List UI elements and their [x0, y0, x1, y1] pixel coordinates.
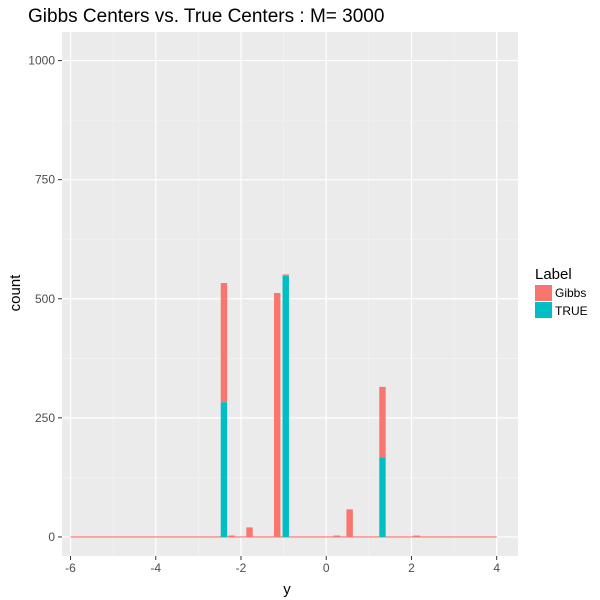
bar-gibbs [228, 535, 235, 537]
y-tick-label: 1000 [28, 54, 55, 68]
x-tick-label: 4 [493, 561, 500, 575]
legend-key-gibbs [535, 285, 552, 301]
x-tick-label: 2 [408, 561, 415, 575]
y-tick-label: 500 [35, 292, 55, 306]
bar-gibbs [379, 386, 386, 458]
legend-label-true: TRUE [555, 304, 588, 318]
y-tick-label: 250 [35, 411, 55, 425]
bars [70, 274, 497, 538]
x-tick-label: 0 [323, 561, 330, 575]
plot-panel [62, 32, 518, 556]
bar-gibbs [333, 535, 341, 537]
x-axis-title: y [283, 581, 291, 598]
bar-gibbs [220, 283, 228, 403]
bar-gibbs [346, 509, 353, 537]
legend-label-gibbs: Gibbs [555, 286, 586, 300]
y-tick-label: 750 [35, 173, 55, 187]
legend-key-true [535, 302, 552, 318]
y-tick-label: 0 [48, 530, 55, 544]
bar-gibbs [282, 274, 289, 276]
y-axis-title: count [7, 274, 24, 312]
bar-gibbs [413, 535, 420, 537]
x-tick-label: -6 [65, 561, 76, 575]
x-tick-label: -4 [150, 561, 161, 575]
chart-title: Gibbs Centers vs. True Centers : M= 3000 [28, 6, 384, 27]
x-axis-ticks: -6 -4 -2 0 2 4 [65, 556, 500, 575]
legend-title: Label [535, 266, 572, 283]
bar-true [282, 275, 289, 537]
bar-true [379, 457, 386, 537]
x-tick-label: -2 [236, 561, 247, 575]
bar-true [220, 402, 228, 537]
bar-gibbs [246, 527, 253, 537]
bar-gibbs [274, 293, 281, 537]
legend: Label Gibbs TRUE [535, 266, 588, 318]
y-axis-ticks: 0 250 500 750 1000 [28, 54, 62, 544]
